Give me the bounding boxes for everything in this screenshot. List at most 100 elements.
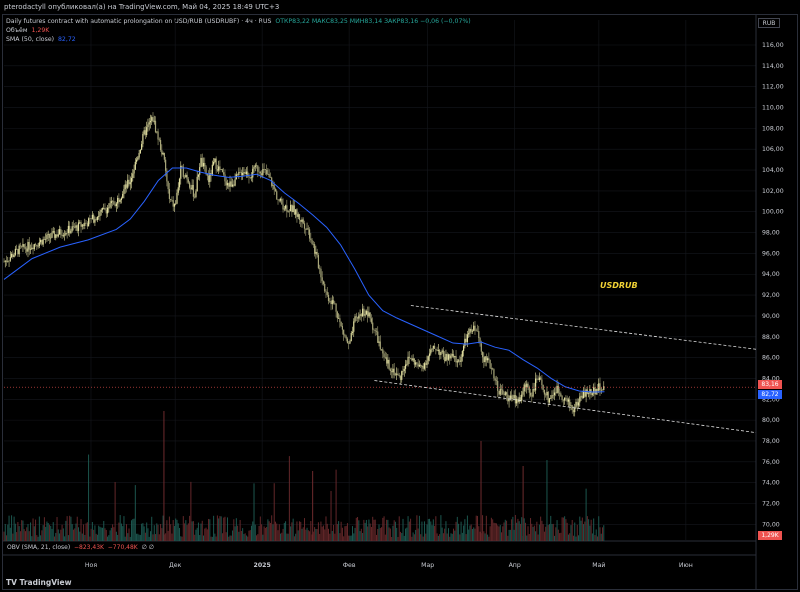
volume-bars xyxy=(3,411,605,541)
obv-legend[interactable]: OBV (SMA, 21, close) −823,43K −770,48K ∅… xyxy=(7,544,154,551)
candle-body xyxy=(362,308,364,317)
volume-bar xyxy=(168,516,170,541)
volume-bar xyxy=(600,533,602,541)
volume-bar xyxy=(415,529,417,541)
candle-body xyxy=(577,402,580,406)
volume-bar xyxy=(470,524,472,541)
time-axis[interactable]: Ноя Дек 2025 Фев Мар Апр Май Июн xyxy=(85,561,693,569)
candle-body xyxy=(157,131,159,140)
candle-body xyxy=(214,158,216,162)
volume-bar xyxy=(195,529,197,541)
candle-body xyxy=(266,170,268,175)
volume-bar xyxy=(469,525,471,541)
candle-body xyxy=(321,277,323,282)
y-tick-label: 110,00 xyxy=(762,105,784,112)
candle-body xyxy=(399,375,402,380)
volume-bar xyxy=(487,534,489,541)
candle-body xyxy=(335,303,337,312)
candle-body xyxy=(223,172,225,175)
volume-bar xyxy=(396,527,398,541)
volume-bar xyxy=(213,515,215,541)
volume-bar xyxy=(232,530,234,541)
sma-legend[interactable]: SMA (50, close) 82,72 xyxy=(6,36,76,43)
candle-body xyxy=(540,377,542,380)
volume-bar xyxy=(584,521,586,541)
volume-bar xyxy=(571,519,573,541)
volume-bar xyxy=(243,534,245,541)
candle-body xyxy=(556,385,558,394)
candle-body xyxy=(224,174,226,182)
volume-bar xyxy=(417,528,419,541)
volume-bar xyxy=(19,531,21,541)
candle-body xyxy=(163,152,165,160)
candle-body xyxy=(473,325,475,331)
volume-bar xyxy=(296,521,298,541)
volume-bar xyxy=(203,535,205,541)
candle-body xyxy=(380,349,383,350)
volume-bar xyxy=(287,533,289,541)
volume-bar xyxy=(594,535,596,541)
volume-bar xyxy=(468,529,470,541)
candle-body xyxy=(338,318,340,319)
volume-bar xyxy=(100,527,102,541)
volume-bar xyxy=(482,515,484,541)
candle-body xyxy=(584,390,586,397)
volume-bar xyxy=(256,535,258,541)
candle-body xyxy=(66,232,68,234)
volume-bar xyxy=(333,524,335,541)
candle-body xyxy=(582,390,585,399)
candle-body xyxy=(225,181,227,186)
candle-body xyxy=(484,356,486,363)
volume-bar xyxy=(40,535,42,541)
candle-body xyxy=(589,389,591,394)
volume-legend[interactable]: Объём 1,29K xyxy=(6,27,49,34)
candle-body xyxy=(62,235,64,237)
candle-body xyxy=(315,251,317,254)
candle-body xyxy=(228,183,230,187)
volume-bar xyxy=(545,526,547,541)
volume-bar xyxy=(189,515,191,541)
candle-body xyxy=(230,181,232,187)
volume-bar xyxy=(460,521,462,541)
sma-price-badge: 82,72 xyxy=(758,390,782,399)
candle-body xyxy=(195,191,197,198)
candle-body xyxy=(236,174,239,175)
tradingview-logo[interactable]: 𝗧𝗩 TradingView xyxy=(6,578,72,587)
volume-bar xyxy=(293,536,295,541)
volume-bar xyxy=(302,527,304,541)
candle-body xyxy=(197,174,200,177)
sma-line xyxy=(3,167,605,393)
candle-body xyxy=(219,166,221,170)
price-axis[interactable]: 116,00 114,00 112,00 110,00 108,00 106,00 104,… xyxy=(762,42,784,528)
volume-bar xyxy=(147,528,149,541)
candle-body xyxy=(114,204,116,206)
candle-body xyxy=(243,172,245,173)
volume-bar xyxy=(388,527,390,541)
candle-body xyxy=(441,350,443,353)
candle-body xyxy=(326,291,328,295)
volume-bar xyxy=(36,535,38,541)
volume-bar xyxy=(105,529,107,541)
candle-body xyxy=(374,330,376,332)
candle-body xyxy=(575,401,577,408)
volume-bar xyxy=(171,533,173,541)
volume-bar xyxy=(86,522,88,541)
candle-body xyxy=(142,134,144,145)
volume-bar xyxy=(450,533,452,541)
candle-body xyxy=(192,185,195,197)
volume-bar xyxy=(310,521,312,541)
volume-bar xyxy=(240,531,242,541)
volume-bar xyxy=(165,533,167,541)
volume-bar xyxy=(134,485,136,541)
volume-bar xyxy=(595,529,597,541)
candle-body xyxy=(287,210,289,212)
volume-bar xyxy=(278,524,280,541)
candle-body xyxy=(360,314,362,317)
volume-bar xyxy=(455,521,457,541)
currency-button[interactable]: RUB xyxy=(758,18,780,28)
candle-body xyxy=(279,198,282,201)
volume-bar xyxy=(562,517,564,541)
candle-body xyxy=(378,341,380,343)
volume-bar xyxy=(94,525,96,541)
